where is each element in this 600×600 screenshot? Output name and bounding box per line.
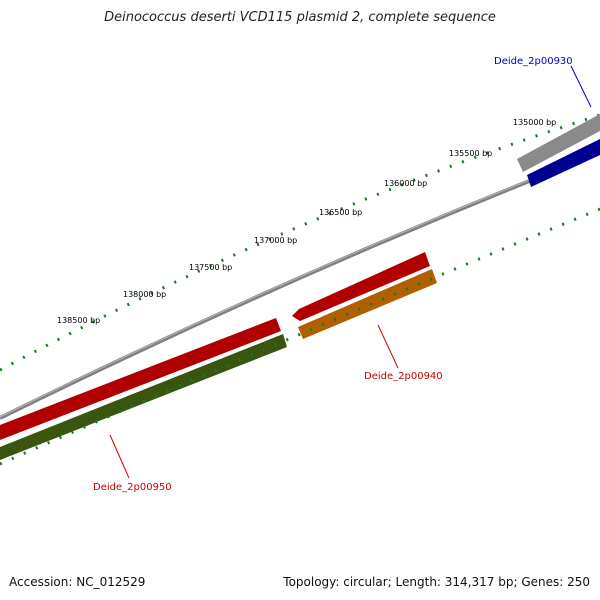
gene-label-2p00930[interactable]: Deide_2p00930 [494,56,573,67]
gene-labels: Deide_2p00930 Deide_2p00940 Deide_2p0095… [93,56,573,493]
map-title: Deinococcus deserti VCD115 plasmid 2, co… [104,10,496,25]
backbone-highlight [0,151,600,418]
tick-label-135000: 135000 bp [513,118,556,127]
tick-label-137500: 137500 bp [189,263,232,272]
inner-tick-ring [0,207,600,466]
leader-line-2p00940 [377,324,399,369]
gene-orange [298,269,437,339]
gene-gray-top-right [517,114,600,172]
topology-label: Topology: circular; Length: 314,317 bp; … [283,575,590,589]
tick-label-137000: 137000 bp [254,236,297,245]
tick-label-135500: 135500 bp [449,149,492,158]
tick-label-138500: 138500 bp [57,316,100,325]
gene-olive [0,334,287,460]
leader-line-2p00930 [570,65,592,108]
leader-line-2p00950 [109,434,130,479]
tick-labels: 135000 bp 135500 bp 136000 bp 136500 bp … [57,118,556,325]
tick-label-136500: 136500 bp [319,208,362,217]
tick-label-136000: 136000 bp [384,179,427,188]
forward-strand-genes [0,114,600,440]
gene-label-2p00940[interactable]: Deide_2p00940 [364,371,443,382]
gene-red-right [292,252,430,321]
gene-red-left [0,318,281,440]
backbone [0,151,600,420]
reverse-strand-genes [0,139,600,460]
accession-label: Accession: NC_012529 [9,575,146,589]
gene-blue-top-right [527,139,600,187]
tick-label-138000: 138000 bp [123,290,166,299]
gene-label-2p00950[interactable]: Deide_2p00950 [93,482,172,493]
